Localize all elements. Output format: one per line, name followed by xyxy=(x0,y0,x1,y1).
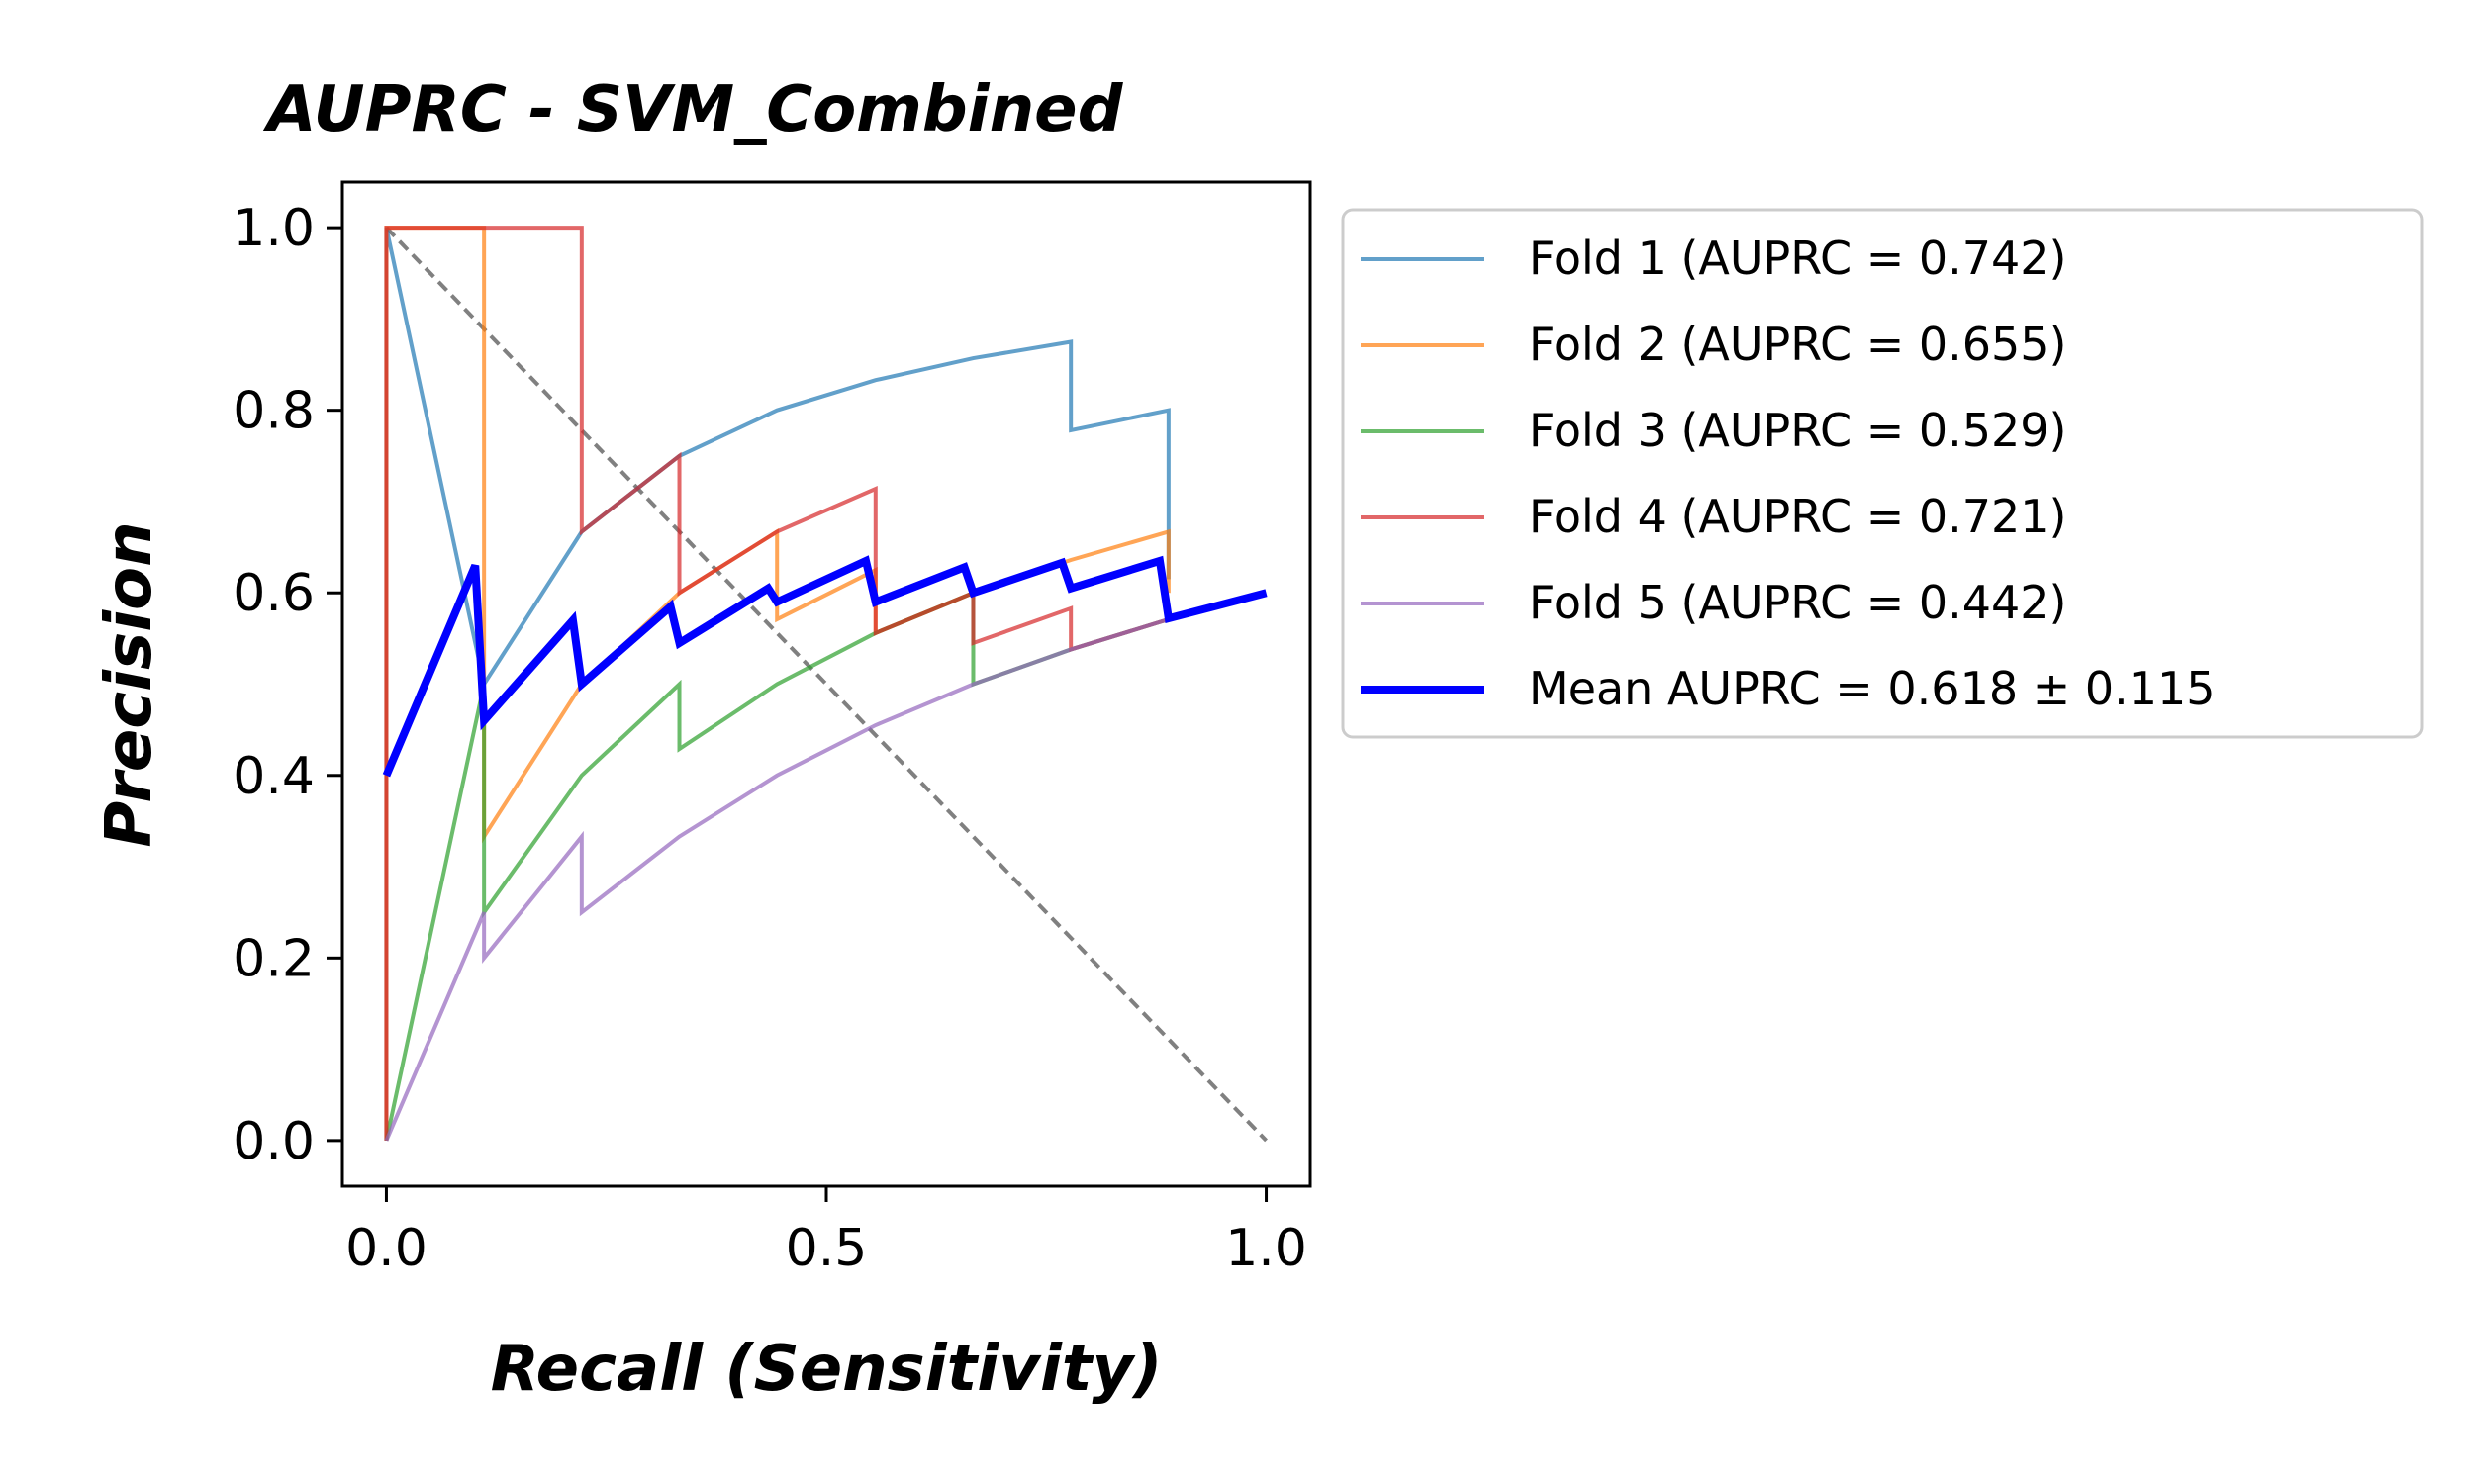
y-tick-label: 0.8 xyxy=(233,382,315,441)
legend-label: Fold 2 (AUPRC = 0.655) xyxy=(1529,318,2067,371)
y-axis: 0.0 0.2 0.4 0.6 0.8 1.0 xyxy=(233,199,342,1171)
legend-label: Fold 4 (AUPRC = 0.721) xyxy=(1529,490,2067,543)
series-line-mean xyxy=(382,555,1268,778)
x-tick-label: 0.0 xyxy=(345,1219,428,1278)
y-tick-label: 0.4 xyxy=(233,747,315,806)
legend-label: Fold 1 (AUPRC = 0.742) xyxy=(1529,232,2067,285)
plot-area xyxy=(382,226,1268,1143)
x-axis: 0.0 0.5 1.0 xyxy=(345,1186,1307,1278)
legend-label: Mean AUPRC = 0.618 ± 0.115 xyxy=(1529,662,2216,715)
legend-label: Fold 5 (AUPRC = 0.442) xyxy=(1529,576,2067,629)
legend-frame xyxy=(1341,208,2424,739)
reference-diagonal-line xyxy=(385,226,1268,1143)
x-tick-label: 1.0 xyxy=(1225,1219,1307,1278)
series-line-fold-4 xyxy=(384,226,1170,1141)
legend-label: Fold 3 (AUPRC = 0.529) xyxy=(1529,404,2067,457)
series-line-fold-1 xyxy=(384,227,1171,1141)
chart-title: AUPRC - SVM_Combined xyxy=(262,73,1124,146)
series-line-fold-3 xyxy=(384,590,1170,1142)
y-tick-label: 0.0 xyxy=(233,1112,315,1171)
plot-frame xyxy=(340,180,1312,1188)
x-axis-label: Recall (Sensitivity) xyxy=(491,1333,1163,1406)
y-tick-label: 0.6 xyxy=(233,564,315,623)
y-tick-label: 0.2 xyxy=(233,929,315,988)
series-line-fold-5 xyxy=(384,617,1170,1142)
y-tick-label: 1.0 xyxy=(233,199,315,258)
y-axis-label: Precision xyxy=(93,521,166,847)
legend: Fold 1 (AUPRC = 0.742) Fold 2 (AUPRC = 0.… xyxy=(1341,208,2424,739)
x-tick-label: 0.5 xyxy=(786,1219,868,1278)
